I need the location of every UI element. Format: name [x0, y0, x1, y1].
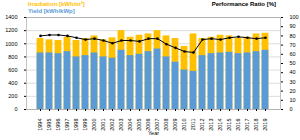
- svg-text:80: 80: [290, 33, 296, 39]
- svg-text:Year: Year: [148, 130, 159, 136]
- svg-text:1000: 1000: [5, 41, 17, 47]
- svg-text:1997: 1997: [64, 119, 70, 131]
- svg-text:2014: 2014: [217, 119, 223, 131]
- svg-text:1200: 1200: [5, 27, 17, 33]
- svg-text:2000: 2000: [91, 119, 97, 131]
- svg-text:2002: 2002: [109, 119, 115, 131]
- svg-text:2003: 2003: [118, 119, 124, 131]
- svg-text:10: 10: [290, 97, 296, 103]
- svg-text:90: 90: [290, 23, 296, 29]
- svg-text:2012: 2012: [199, 119, 205, 131]
- svg-text:1999: 1999: [82, 119, 88, 131]
- svg-text:2018: 2018: [253, 119, 259, 131]
- svg-text:50: 50: [290, 60, 296, 66]
- svg-text:2019: 2019: [262, 119, 268, 131]
- svg-text:2007: 2007: [154, 118, 161, 131]
- svg-text:0: 0: [290, 106, 293, 112]
- html-text:Irradiation [kWh/m²]: Irradiation [kWh/m²]: [28, 1, 85, 7]
- svg-text:20: 20: [290, 88, 296, 94]
- svg-text:1995: 1995: [46, 119, 52, 131]
- svg-text:30: 30: [290, 79, 296, 85]
- svg-text:2001: 2001: [100, 119, 106, 131]
- svg-text:2011: 2011: [190, 119, 196, 131]
- svg-text:200: 200: [8, 93, 17, 99]
- svg-text:2005: 2005: [136, 119, 142, 131]
- html-text:Performance Ratio [%]: Performance Ratio [%]: [211, 1, 276, 7]
- svg-text:600: 600: [8, 67, 17, 73]
- svg-text:2016: 2016: [235, 119, 241, 131]
- svg-text:2008: 2008: [163, 119, 169, 131]
- svg-text:0: 0: [14, 106, 17, 112]
- svg-text:40: 40: [290, 69, 296, 75]
- svg-text:1996: 1996: [55, 119, 61, 131]
- svg-text:2015: 2015: [226, 119, 232, 131]
- svg-text:2013: 2013: [208, 119, 214, 131]
- html-text:Yield [kWh/kWp]: Yield [kWh/kWp]: [28, 7, 75, 14]
- svg-text:2004: 2004: [127, 119, 133, 131]
- svg-text:2009: 2009: [172, 119, 178, 131]
- svg-text:1400: 1400: [5, 14, 17, 20]
- svg-text:2010: 2010: [181, 119, 187, 131]
- svg-text:1998: 1998: [73, 119, 79, 131]
- svg-text:60: 60: [290, 51, 296, 57]
- svg-text:800: 800: [8, 54, 17, 60]
- svg-text:70: 70: [290, 42, 296, 48]
- svg-text:1994: 1994: [37, 119, 43, 131]
- svg-text:400: 400: [8, 80, 17, 86]
- svg-text:2017: 2017: [244, 119, 250, 131]
- svg-text:100: 100: [290, 14, 299, 20]
- svg-text:2006: 2006: [145, 118, 152, 131]
